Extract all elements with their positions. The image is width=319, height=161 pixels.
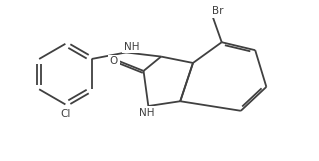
Text: O: O: [110, 56, 118, 66]
Text: NH: NH: [139, 108, 154, 118]
Text: Br: Br: [212, 6, 224, 16]
Text: NH: NH: [124, 42, 139, 52]
Text: Cl: Cl: [60, 109, 70, 119]
